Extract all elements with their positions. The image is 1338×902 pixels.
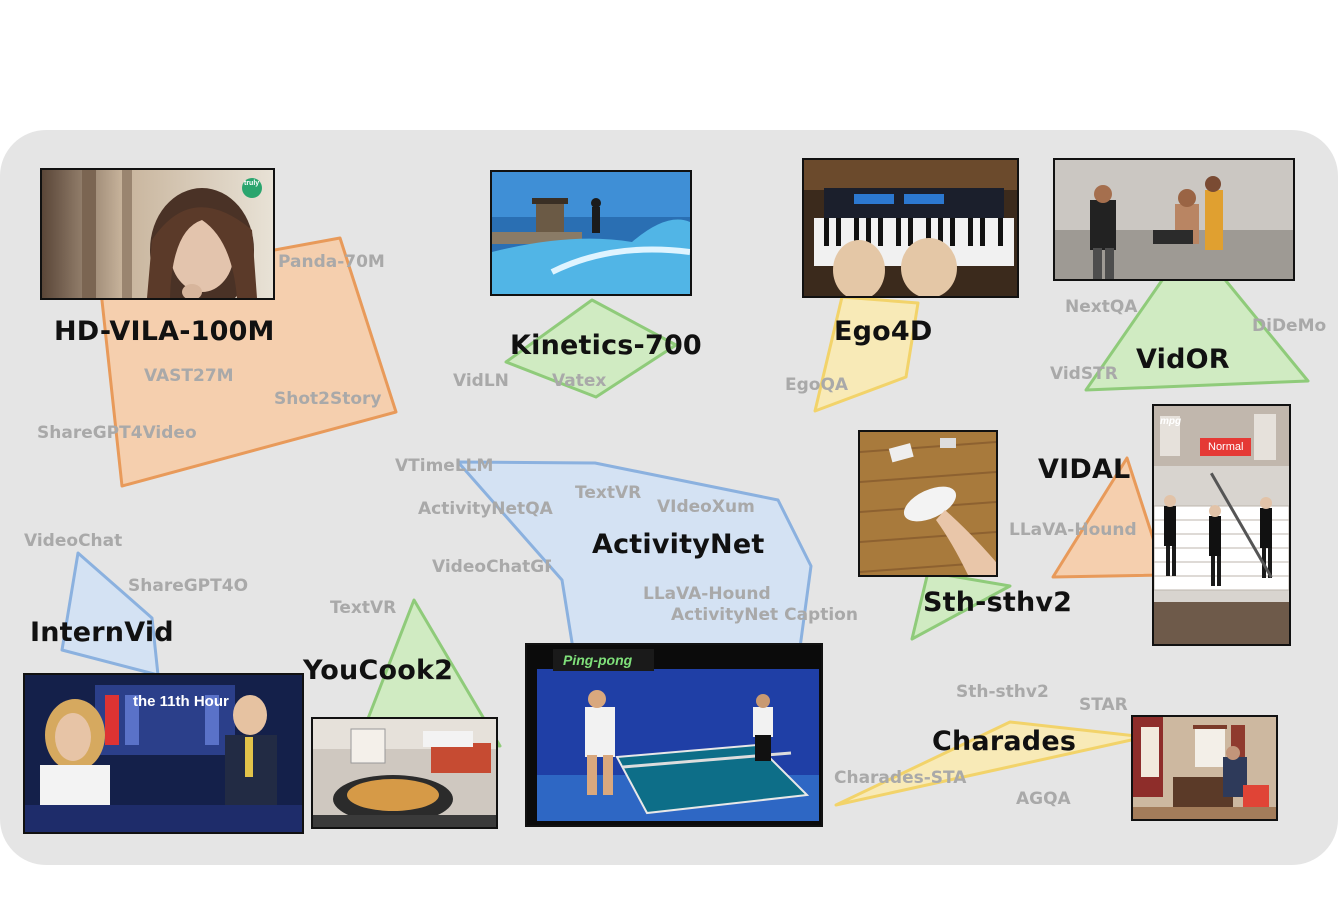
cluster-label-vidal: VIDAL bbox=[1038, 454, 1131, 485]
pingpong-banner: Ping-pong bbox=[553, 649, 655, 671]
dataset-label-llava-hound: LLaVA-Hound bbox=[643, 584, 771, 604]
dataset-label-panda-70m: Panda-70M bbox=[278, 252, 385, 272]
dataset-label-vtimellm: VTimeLLM bbox=[395, 456, 494, 476]
dataset-label-agqa: AGQA bbox=[1016, 789, 1071, 809]
vidal-thumbnail: Normal mpg bbox=[1152, 404, 1291, 646]
dataset-label-vidln: VidLN bbox=[453, 371, 509, 391]
dataset-label-vidal-llava-hound: LLaVA-Hound bbox=[1009, 520, 1137, 540]
dataset-label-charades-sth-sthv2: Sth-sthv2 bbox=[956, 682, 1049, 702]
ego4d-thumbnail bbox=[802, 158, 1019, 298]
dataset-label-shot2story: Shot2Story bbox=[274, 389, 382, 409]
kinetics-thumbnail bbox=[490, 170, 692, 296]
dataset-label-nextqa: NextQA bbox=[1065, 297, 1138, 317]
hd-logo-text: truly bbox=[244, 180, 260, 187]
vidor-thumbnail bbox=[1053, 158, 1295, 281]
cluster-label-ego4d: Ego4D bbox=[834, 316, 933, 347]
cluster-label-charades: Charades bbox=[932, 726, 1077, 757]
kinetics-cluster-shape bbox=[504, 298, 678, 399]
vidal-cluster-shape bbox=[1051, 456, 1167, 579]
charades-thumbnail bbox=[1131, 715, 1278, 821]
ego4d-cluster-shape bbox=[813, 295, 920, 413]
dataset-label-activitynet-caption: ActivityNet Caption bbox=[671, 605, 858, 625]
internvid-thumbnail: the 11th Hour bbox=[23, 673, 304, 834]
dataset-label-didemo: DiDeMo bbox=[1252, 316, 1327, 336]
youcook2-thumbnail bbox=[311, 717, 498, 829]
cluster-label-kinetics: Kinetics-700 bbox=[510, 330, 702, 361]
dataset-label-videochatgpt: VideoChatGPT bbox=[432, 557, 551, 577]
dataset-label-vatex: Vatex bbox=[552, 371, 607, 391]
activitynet-thumbnail: Ping-pong bbox=[525, 643, 823, 827]
cluster-label-youcook2: YouCook2 bbox=[303, 655, 454, 686]
dataset-label-charades-sta: Charades-STA bbox=[834, 768, 967, 788]
vidal-normal-badge: Normal bbox=[1200, 438, 1252, 456]
charades-cluster-shape bbox=[834, 720, 1147, 807]
activitynet-cluster-shape bbox=[456, 460, 813, 657]
cluster-label-activitynet: ActivityNet bbox=[592, 529, 765, 560]
cluster-label-sth-sthv2: Sth-sthv2 bbox=[923, 587, 1073, 618]
dataset-label-vidstr: VidSTR bbox=[1050, 364, 1118, 384]
dataset-label-sharegpt4video: ShareGPT4Video bbox=[37, 423, 197, 443]
cluster-label-hd-vila: HD-VILA-100M bbox=[54, 316, 275, 347]
dataset-label-vast27m: VAST27M bbox=[144, 366, 234, 386]
cluster-label-internvid: InternVid bbox=[30, 617, 174, 648]
dataset-label-videoxum: VIdeoXum bbox=[657, 497, 755, 517]
internvid-cluster-shape bbox=[60, 551, 160, 677]
dataset-label-videochat: VideoChat bbox=[24, 531, 123, 551]
dataset-label-activitynetqa: ActivityNetQA bbox=[418, 499, 553, 519]
dataset-label-sharegpt4o: ShareGPT4O bbox=[128, 576, 249, 596]
dataset-label-youcook-textvr: TextVR bbox=[330, 598, 397, 618]
cluster-label-vidor: VidOR bbox=[1136, 344, 1230, 375]
sth-sthv2-cluster-shape bbox=[910, 570, 1012, 641]
vidal-logo-text: mpg bbox=[1160, 416, 1182, 427]
dataset-label-star: STAR bbox=[1079, 695, 1128, 715]
sth-sthv2-thumbnail bbox=[858, 430, 998, 577]
tv-logo-text: the 11th Hour bbox=[133, 693, 229, 710]
hd-vila-thumbnail: truly bbox=[40, 168, 275, 300]
dataset-label-egoqa: EgoQA bbox=[785, 375, 849, 395]
dataset-label-textvr: TextVR bbox=[575, 483, 642, 503]
